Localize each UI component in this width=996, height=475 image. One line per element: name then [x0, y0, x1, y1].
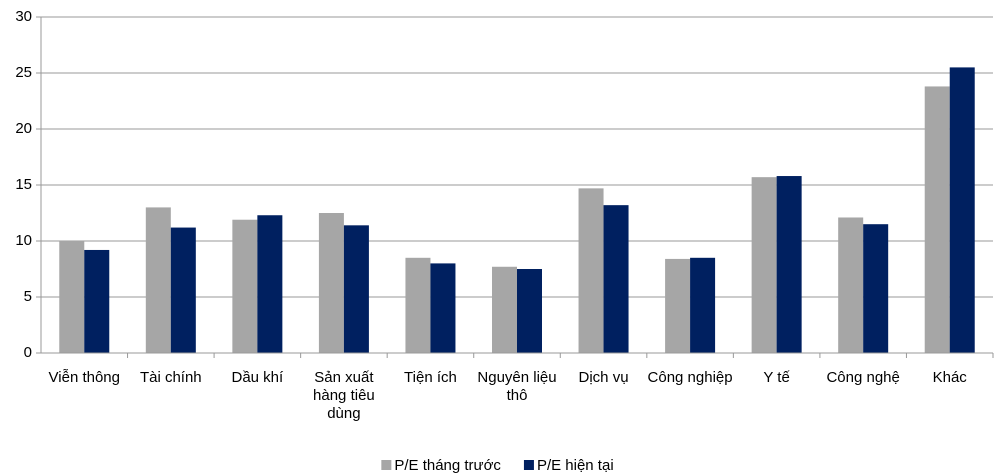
x-tick-label: Công nghệ	[826, 369, 900, 386]
y-tick-label: 0	[24, 344, 32, 361]
bar	[776, 176, 802, 353]
bar	[751, 177, 777, 353]
legend-label: P/E tháng trước	[394, 457, 501, 474]
x-tick-label: Nguyên liệu thô	[477, 369, 557, 404]
bar	[690, 257, 716, 353]
bar	[517, 269, 542, 353]
x-tick-label: Tiện ích	[404, 369, 457, 386]
x-tick-label: Dịch vụ	[578, 369, 629, 386]
y-tick-label: 15	[15, 176, 32, 193]
x-tick-label: Sản xuất hàng tiêu dùng	[313, 369, 375, 422]
bar	[59, 241, 85, 353]
bar	[343, 225, 369, 353]
bar	[949, 67, 975, 354]
bar	[84, 249, 110, 353]
x-tick-label: Khác	[932, 369, 967, 386]
bar	[924, 86, 950, 353]
bar	[257, 215, 283, 353]
y-tick-label: 5	[24, 288, 32, 305]
bar	[145, 207, 171, 353]
y-tick-label: 30	[15, 8, 32, 25]
bar	[492, 266, 517, 353]
bar	[318, 213, 344, 353]
x-tick-label: Viễn thông	[48, 369, 120, 386]
y-tick-label: 20	[15, 120, 32, 137]
x-tick-label: Dầu khí	[231, 369, 284, 386]
y-tick-label: 25	[15, 64, 32, 81]
bar	[232, 219, 258, 353]
bar	[863, 224, 889, 353]
bar	[603, 205, 629, 353]
bar	[578, 188, 604, 353]
legend-swatch	[381, 460, 392, 470]
bar	[405, 257, 431, 353]
bar	[838, 217, 864, 353]
bar	[170, 227, 196, 353]
legend-label: P/E hiện tại	[537, 457, 614, 474]
bar	[665, 258, 691, 353]
y-tick-label: 10	[15, 232, 32, 249]
bar	[430, 263, 456, 353]
x-tick-label: Công nghiệp	[647, 369, 733, 386]
legend-swatch	[523, 460, 534, 470]
x-tick-label: Y tế	[763, 369, 790, 386]
x-tick-label: Tài chính	[139, 369, 202, 386]
